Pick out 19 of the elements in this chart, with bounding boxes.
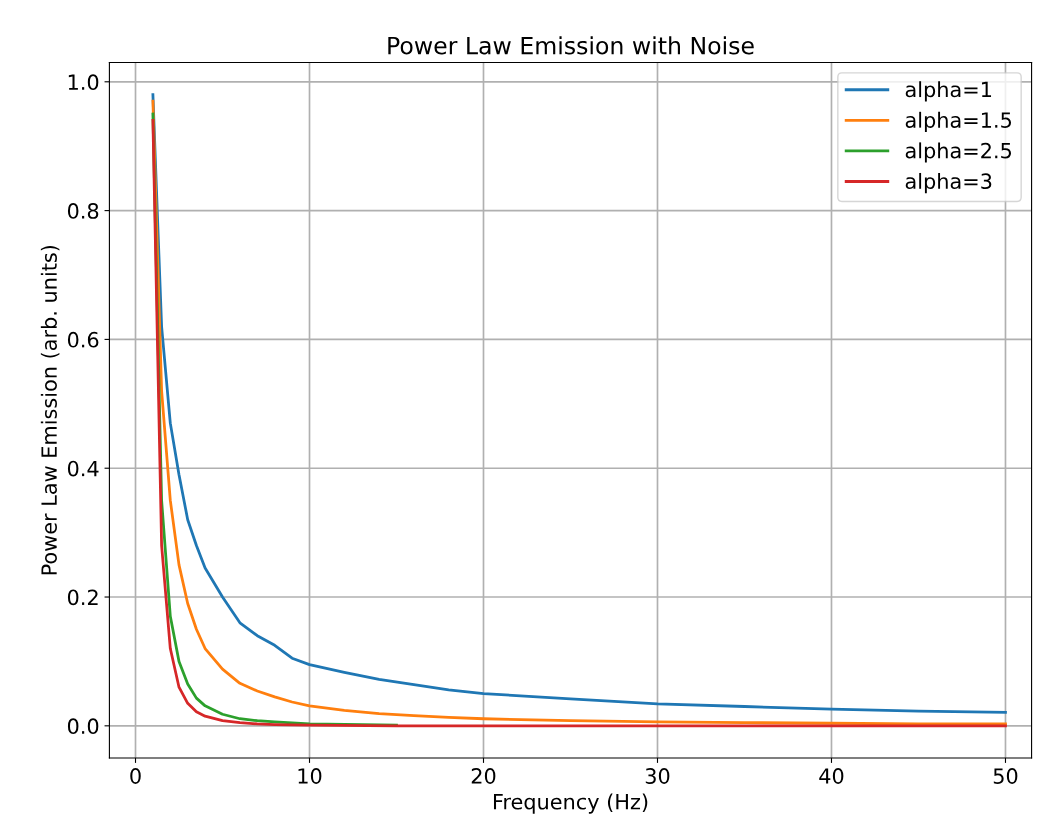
x-tick-label: 40 <box>819 768 844 784</box>
x-tick-label: 20 <box>471 768 496 784</box>
x-tick-label: 50 <box>993 768 1018 784</box>
legend-label: alpha=2.5 <box>905 142 1012 163</box>
y-tick-label: 0.6 <box>67 331 99 348</box>
y-tick-label: 0.4 <box>67 460 99 477</box>
y-tick-label: 0.8 <box>67 203 99 219</box>
legend-label: alpha=3 <box>905 172 992 194</box>
y-tick-label: 1.0 <box>68 74 99 91</box>
x-tick-label: 30 <box>645 768 670 784</box>
x-tick-label: 10 <box>298 768 322 784</box>
y-axis-title: Power Law Emission (arb. units) <box>40 245 60 575</box>
y-tick-label: 0.0 <box>67 718 99 735</box>
x-axis-title: Frequency (Hz) <box>493 793 648 814</box>
x-tick-label: 0 <box>130 768 141 784</box>
legend-label: alpha=1.5 <box>905 111 1012 132</box>
legend-label: alpha=1 <box>905 81 992 102</box>
y-tick-label: 0.2 <box>67 589 98 606</box>
chart-title: Power Law Emission with Noise <box>388 36 754 55</box>
